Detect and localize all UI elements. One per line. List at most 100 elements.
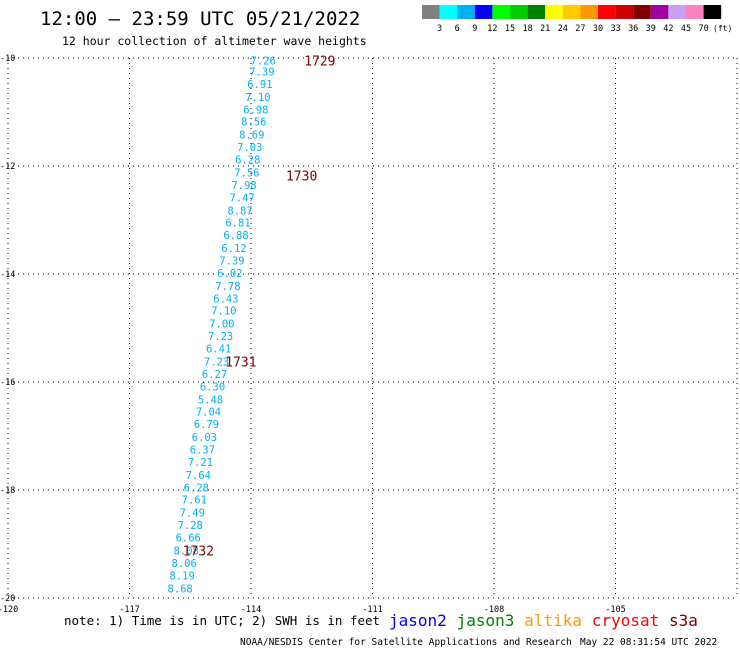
swh-point-label: 7.98 [231, 180, 256, 192]
swh-point-label: 7.10 [245, 92, 270, 104]
colorbar-unit: (ft) [713, 24, 732, 33]
colorbar-label: 6 [455, 24, 460, 34]
swh-point-label: 7.56 [234, 167, 259, 179]
colorbar-swatch [633, 5, 651, 19]
colorbar-swatch [703, 5, 722, 19]
colorbar-swatch [492, 5, 510, 19]
swh-point-label: 7.00 [209, 319, 234, 331]
colorbar: 3 6 9 12 15 18 21 24 27 30 33 36 39 42 45 70 [422, 5, 722, 34]
colorbar-label: 18 [522, 24, 532, 34]
swh-point-label: 8.69 [239, 130, 264, 142]
swh-point-label: 6.43 [213, 293, 238, 305]
swh-point-label: 6.81 [225, 218, 250, 230]
colorbar-label: 39 [646, 24, 656, 34]
colorbar-swatch [686, 5, 704, 19]
y-tick-label: -12 [0, 162, 15, 172]
swh-point-label: 7.03 [237, 142, 262, 154]
colorbar-swatch [650, 5, 669, 19]
swh-point-label: 8.87 [227, 205, 252, 217]
swh-point-label: 8.06 [172, 558, 197, 570]
swh-point-label: 6.28 [235, 155, 260, 167]
grid [7, 57, 738, 599]
colorbar-swatch [457, 5, 475, 19]
y-tick-label: -18 [0, 486, 15, 496]
colorbar-swatch [598, 5, 616, 19]
x-tick-label: -111 [362, 605, 382, 615]
time-label: 1729 [304, 55, 335, 70]
swh-point-label: 6.03 [192, 432, 217, 444]
swh-point-label: 7.10 [211, 306, 236, 318]
colorbar-label: 33 [610, 24, 620, 34]
swh-point-label: 8.68 [167, 583, 192, 595]
swh-point-label: 6.30 [200, 381, 225, 393]
colorbar-swatch [510, 5, 528, 19]
data-points: 7.267.396.917.106.988.568.697.036.287.56… [167, 56, 275, 596]
time-label: 1732 [183, 544, 214, 559]
colorbar-swatch [527, 5, 546, 19]
swh-point-label: 6.79 [194, 419, 219, 431]
colorbar-swatch [422, 5, 440, 19]
colorbar-swatch [668, 5, 686, 19]
colorbar-label: 12 [487, 24, 497, 34]
swh-point-label: 7.28 [178, 520, 203, 532]
footer-timestamp: May 22 08:31:54 UTC 2022 [580, 637, 717, 648]
colorbar-swatch [580, 5, 598, 19]
colorbar-label: 45 [681, 24, 691, 34]
time-labels: 1729 1730 1731 1732 [183, 55, 336, 560]
swh-point-label: 7.64 [186, 470, 211, 482]
legend-cryosat: cryosat [592, 611, 659, 630]
swh-point-label: 8.08 [174, 545, 199, 557]
swh-point-label: 7.23 [204, 356, 229, 368]
swh-point-label: 7.23 [208, 331, 233, 343]
legend-jason3: jason3 [457, 611, 515, 630]
legend-altika: altika [524, 611, 582, 630]
swh-point-label: 6.88 [223, 230, 248, 242]
x-tick-label: -105 [605, 605, 625, 615]
swh-point-label: 7.39 [249, 67, 274, 79]
swh-point-label: 6.41 [206, 344, 231, 356]
swh-point-label: 8.56 [241, 117, 266, 129]
y-tick-label: -10 [0, 54, 15, 64]
colorbar-label: 27 [575, 24, 585, 34]
colorbar-label: 42 [663, 24, 673, 34]
y-tick-label: -20 [0, 594, 15, 604]
swh-point-label: 7.39 [219, 256, 244, 268]
colorbar-label: 3 [437, 24, 442, 34]
legend-jason2: jason2 [389, 611, 447, 630]
swh-point-label: 7.61 [182, 495, 207, 507]
swh-point-label: 6.91 [247, 79, 272, 91]
colorbar-label: 15 [505, 24, 515, 34]
x-tick-label: -108 [484, 605, 504, 615]
swh-point-label: 5.48 [198, 394, 223, 406]
chart-title: 12:00 — 23:59 UTC 05/21/2022 [40, 8, 360, 30]
colorbar-swatch [545, 5, 563, 19]
colorbar-label: 70 [698, 24, 708, 34]
colorbar-label: 36 [628, 24, 638, 34]
time-label: 1731 [225, 355, 256, 370]
swh-point-label: 7.04 [196, 407, 221, 419]
swh-point-label: 8.19 [170, 570, 195, 582]
y-tick-label: -16 [0, 378, 15, 388]
x-tick-label: -117 [119, 605, 139, 615]
x-tick-label: -120 [0, 605, 18, 615]
swh-point-label: 7.47 [229, 192, 254, 204]
colorbar-label: 21 [540, 24, 550, 34]
swh-point-label: 6.02 [217, 268, 242, 280]
swh-point-label: 6.12 [221, 243, 246, 255]
colorbar-swatch [439, 5, 458, 19]
swh-point-label: 7.26 [251, 56, 276, 68]
footer-note: note: 1) Time is in UTC; 2) SWH is in fe… [64, 613, 380, 628]
x-axis: -120 -117 -114 -111 -108 -105 [0, 605, 626, 615]
swh-point-label: 6.37 [190, 445, 215, 457]
swh-point-label: 6.28 [184, 482, 209, 494]
colorbar-label: 30 [593, 24, 603, 34]
swh-point-label: 6.66 [176, 533, 201, 545]
swh-point-label: 6.27 [202, 369, 227, 381]
colorbar-swatch [562, 5, 581, 19]
swh-point-label: 7.21 [188, 457, 213, 469]
swh-point-label: 7.49 [180, 508, 205, 520]
footer-credit: NOAA/NESDIS Center for Satellite Applica… [240, 637, 572, 648]
colorbar-swatch [474, 5, 493, 19]
swh-point-label: 7.78 [215, 281, 240, 293]
